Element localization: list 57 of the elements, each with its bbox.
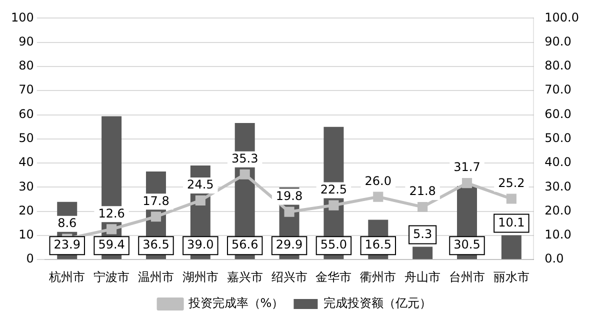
data-label: 24.5 <box>187 178 214 192</box>
x-tick-label: 湖州市 <box>182 270 218 284</box>
y2-tick-label: 50.0 <box>544 131 572 146</box>
y-tick-label: 0 <box>26 252 34 266</box>
y-tick-label: 70 <box>18 82 34 97</box>
data-label: 31.7 <box>454 160 480 174</box>
y-tick-label: 90 <box>18 34 34 48</box>
data-label: 26.0 <box>364 174 392 188</box>
data-label: 22.5 <box>320 182 348 196</box>
x-tick-label: 台州市 <box>449 270 485 284</box>
data-label: 59.4 <box>98 238 125 252</box>
x-tick-label: 嘉兴市 <box>226 270 263 284</box>
x-tick-label: 衢州市 <box>360 270 396 284</box>
y2-tick-label: 10.0 <box>544 228 572 242</box>
x-tick-label: 丽水市 <box>493 270 530 284</box>
data-label: 36.5 <box>142 238 170 252</box>
data-label: 17.8 <box>142 194 170 208</box>
data-label: 8.6 <box>58 216 77 230</box>
y2-tick-label: 20.0 <box>544 203 572 218</box>
y-tick-label: 10 <box>18 228 34 242</box>
data-label: 30.5 <box>454 238 480 252</box>
y-tick-label: 30 <box>18 179 34 194</box>
data-label: 29.9 <box>276 238 303 252</box>
data-label: 56.6 <box>231 238 258 252</box>
legend-label: 完成投资额（亿元） <box>324 296 432 310</box>
data-label: 21.8 <box>409 184 436 198</box>
data-label: 35.3 <box>231 152 258 166</box>
data-label: 39.0 <box>187 238 214 252</box>
x-tick-label: 舟山市 <box>404 270 441 284</box>
x-tick-label: 杭州市 <box>48 270 86 284</box>
y2-tick-label: 100.0 <box>544 10 580 24</box>
y2-tick-label: 70.0 <box>544 82 572 97</box>
y2-tick-label: 30.0 <box>544 179 572 194</box>
y-tick-label: 50 <box>18 131 34 146</box>
data-label: 5.3 <box>413 226 432 241</box>
data-label: 23.9 <box>54 238 80 252</box>
data-label: 16.5 <box>364 238 392 252</box>
y2-tick-label: 80.0 <box>544 58 572 73</box>
data-label: 10.1 <box>498 215 525 230</box>
data-label: 12.6 <box>98 206 125 220</box>
x-tick-label: 金华市 <box>316 270 352 284</box>
y2-tick-label: 0.0 <box>544 252 564 266</box>
data-label: 55.0 <box>320 238 348 252</box>
y-tick-label: 20 <box>18 203 34 218</box>
x-tick-label: 温州市 <box>138 270 174 284</box>
y-tick-label: 80 <box>18 58 34 73</box>
data-label: 25.2 <box>498 176 525 190</box>
x-tick-label: 宁波市 <box>94 270 130 284</box>
data-label: 19.8 <box>276 188 303 203</box>
y-tick-label: 60 <box>18 106 34 121</box>
x-tick-label: 绍兴市 <box>271 270 308 284</box>
legend-label: 投资完成率（%） <box>187 296 284 310</box>
y-tick-label: 100 <box>11 10 34 24</box>
y2-tick-label: 90.0 <box>544 34 572 48</box>
y-tick-label: 40 <box>18 155 34 170</box>
y2-tick-label: 60.0 <box>544 106 572 121</box>
y2-tick-label: 40.0 <box>544 155 572 170</box>
